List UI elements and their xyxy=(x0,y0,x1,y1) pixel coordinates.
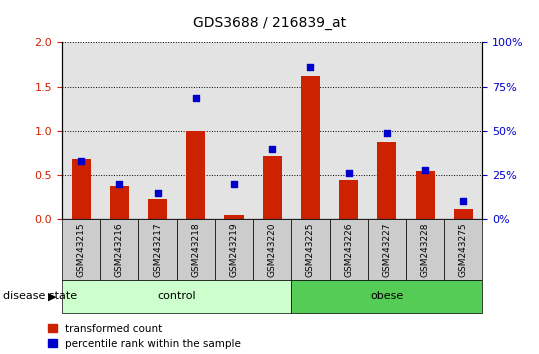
Bar xyxy=(301,76,320,219)
Point xyxy=(268,146,277,152)
Point xyxy=(153,190,162,196)
Bar xyxy=(406,42,444,219)
Bar xyxy=(377,143,396,219)
Point xyxy=(115,181,123,187)
Bar xyxy=(62,42,100,219)
Bar xyxy=(416,171,434,219)
Bar xyxy=(291,42,329,219)
Bar xyxy=(339,180,358,219)
Text: GSM243220: GSM243220 xyxy=(268,222,277,277)
Text: GSM243216: GSM243216 xyxy=(115,222,124,277)
Text: GSM243218: GSM243218 xyxy=(191,222,201,277)
Bar xyxy=(224,215,244,219)
Bar xyxy=(148,199,167,219)
Text: GSM243227: GSM243227 xyxy=(382,222,391,277)
Bar xyxy=(329,42,368,219)
Point xyxy=(344,170,353,175)
Point xyxy=(383,130,391,136)
Bar xyxy=(253,42,291,219)
Text: obese: obese xyxy=(370,291,404,302)
Point xyxy=(191,96,200,101)
Text: GSM243275: GSM243275 xyxy=(459,222,468,277)
Text: GSM243225: GSM243225 xyxy=(306,222,315,277)
Point xyxy=(306,64,315,70)
Text: GSM243226: GSM243226 xyxy=(344,222,353,277)
Bar xyxy=(262,156,282,219)
Point xyxy=(459,198,468,204)
Bar xyxy=(368,42,406,219)
Text: GSM243219: GSM243219 xyxy=(230,222,238,277)
Text: GSM243217: GSM243217 xyxy=(153,222,162,277)
Text: ▶: ▶ xyxy=(48,291,57,302)
Bar xyxy=(177,42,215,219)
Bar xyxy=(215,42,253,219)
Text: GSM243215: GSM243215 xyxy=(77,222,86,277)
Bar xyxy=(110,186,129,219)
Bar xyxy=(444,42,482,219)
Legend: transformed count, percentile rank within the sample: transformed count, percentile rank withi… xyxy=(49,324,241,349)
Bar xyxy=(72,159,91,219)
Bar xyxy=(186,131,205,219)
Bar xyxy=(454,209,473,219)
Bar xyxy=(100,42,139,219)
Text: control: control xyxy=(157,291,196,302)
Text: GDS3688 / 216839_at: GDS3688 / 216839_at xyxy=(193,16,346,30)
Point xyxy=(77,158,85,164)
Text: disease state: disease state xyxy=(3,291,77,302)
Bar xyxy=(139,42,177,219)
Text: GSM243228: GSM243228 xyxy=(420,222,430,277)
Point xyxy=(421,167,430,173)
Point xyxy=(230,181,238,187)
